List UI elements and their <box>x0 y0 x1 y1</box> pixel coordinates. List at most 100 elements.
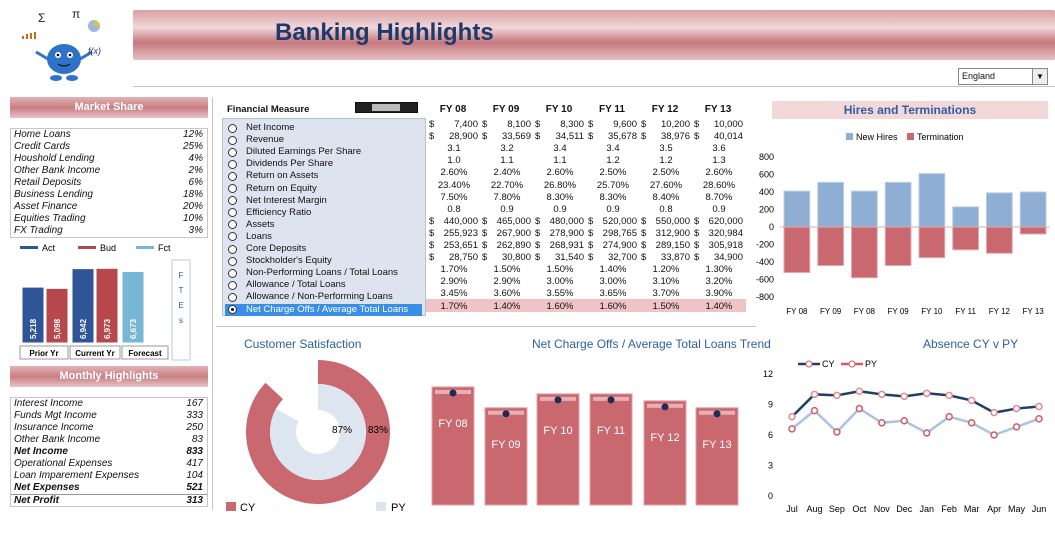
financial-value: 3.55% <box>546 288 574 300</box>
termination-bar <box>952 226 979 251</box>
radio-button[interactable] <box>228 159 237 169</box>
left-divider <box>212 97 213 510</box>
financial-value: 550,000 <box>655 215 690 227</box>
financial-measure-item[interactable]: Return on Equity <box>228 183 317 195</box>
financial-measure-item[interactable]: Core Deposits <box>228 243 306 255</box>
region-select-value: England <box>962 71 996 81</box>
radio-button[interactable] <box>228 208 237 218</box>
year-header: FY 09 <box>492 104 520 115</box>
financial-value: 28,900 <box>448 131 478 143</box>
radio-button[interactable] <box>228 280 237 290</box>
financial-measure-item[interactable]: Allowance / Non-Performing Loans <box>228 291 393 303</box>
market-share-value: 25% <box>182 141 203 152</box>
radio-button[interactable] <box>228 268 237 278</box>
budget-group-label: Forecast <box>128 349 162 358</box>
absence-legend-marker <box>848 360 856 368</box>
cy-legend-swatch <box>226 502 236 511</box>
nco-bar <box>695 407 739 506</box>
py-ring <box>270 384 366 480</box>
budget-bar <box>45 287 69 344</box>
radio-button[interactable] <box>228 123 237 133</box>
termination-bar <box>783 226 811 273</box>
radio-button[interactable] <box>228 305 237 314</box>
year-header: FY 11 <box>599 104 625 115</box>
chevron-down-icon[interactable]: ▼ <box>1032 69 1047 84</box>
scroll-thumb[interactable] <box>372 104 400 111</box>
market-share-label: Houshold Lending <box>14 153 95 164</box>
radio-button[interactable] <box>228 147 237 157</box>
financial-value: 1.40% <box>705 300 733 312</box>
financial-value: 3.45% <box>440 288 468 300</box>
monthly-highlight-value: 167 <box>186 398 203 409</box>
customer-satisfaction-chart: 87% 83% CY PY <box>226 360 406 514</box>
financial-measure-item[interactable]: Dividends Per Share <box>228 158 333 170</box>
financial-measure-item[interactable]: Net Charge Offs / Average Total Loans <box>225 303 422 316</box>
scroll-bar[interactable] <box>355 102 418 113</box>
market-share-value: 18% <box>182 189 203 200</box>
radio-button[interactable] <box>228 256 237 266</box>
financial-measure-item[interactable]: Return on Assets <box>228 170 318 182</box>
financial-value: 3.60% <box>493 288 521 300</box>
absence-point <box>1035 414 1043 423</box>
financial-value: 1.70% <box>440 300 468 312</box>
radio-button[interactable] <box>228 292 237 302</box>
financial-measure-label: Dividends Per Share <box>246 158 334 170</box>
financial-measure-item[interactable]: Allowance / Total Loans <box>228 279 346 291</box>
financial-measure-item[interactable]: Diluted Earnings Per Share <box>228 146 361 158</box>
nco-bar <box>643 400 687 506</box>
financial-measure-item[interactable]: Net Interest Margin <box>228 195 327 207</box>
radio-button[interactable] <box>228 184 237 193</box>
financial-measure-item[interactable]: Stockholder's Equity <box>228 255 332 267</box>
currency-symbol: $ <box>482 131 488 143</box>
market-share-value: 2% <box>188 165 203 176</box>
market-share-row: Retail Deposits 6% <box>11 177 207 189</box>
financial-measure-label: Diluted Earnings Per Share <box>246 146 362 158</box>
termination-bar <box>884 226 912 266</box>
customer-satisfaction-title: Customer Satisfaction <box>244 337 362 351</box>
budget-group-box <box>19 345 69 360</box>
absence-series-line <box>791 406 1040 437</box>
absence-x-tick: Sep <box>829 504 845 514</box>
budget-bar <box>21 286 45 344</box>
hires-y-tick: 800 <box>759 152 774 162</box>
financial-value: 3.00% <box>546 276 574 288</box>
financial-value: 268,931 <box>549 240 584 251</box>
absence-point <box>788 425 796 433</box>
financial-value: 1.50% <box>493 264 521 276</box>
financial-value: 320,984 <box>708 227 743 239</box>
hires-x-tick: FY 09 <box>820 307 842 316</box>
financial-measure-label: Return on Assets <box>246 170 319 182</box>
financial-value: 255,923 <box>443 227 478 239</box>
financial-measure-item[interactable]: Efficiency Ratio <box>228 207 311 219</box>
region-select[interactable]: England ▼ <box>958 68 1048 85</box>
nco-point <box>449 389 457 397</box>
absence-point <box>945 412 953 421</box>
financial-measure-label: Stockholder's Equity <box>246 255 332 267</box>
header-divider <box>133 86 1055 87</box>
absence-point <box>833 428 841 436</box>
financial-measure-item[interactable]: Net Income <box>228 122 295 134</box>
market-share-label: Retail Deposits <box>14 177 82 188</box>
market-share-label: Credit Cards <box>14 141 71 152</box>
financial-value: 274,900 <box>602 240 637 251</box>
financial-value: 3.1 <box>447 143 461 155</box>
financial-measure-item[interactable]: Loans <box>228 231 272 243</box>
financial-measure-item[interactable]: Non-Performing Loans / Total Loans <box>228 267 398 279</box>
py-legend-label: PY <box>391 502 406 514</box>
radio-button[interactable] <box>228 220 237 230</box>
financial-value: 1.2 <box>659 155 673 167</box>
absence-legend-label: PY <box>865 359 877 369</box>
hires-title-bar: Hires and Terminations <box>772 101 1048 119</box>
currency-symbol: $ <box>588 227 594 239</box>
financial-value: 3.70% <box>652 288 680 300</box>
radio-button[interactable] <box>228 244 237 254</box>
financial-measure-item[interactable]: Assets <box>228 219 275 231</box>
radio-button[interactable] <box>228 135 237 145</box>
radio-button[interactable] <box>228 196 237 206</box>
financial-measure-label: Net Interest Margin <box>246 194 327 206</box>
radio-button[interactable] <box>228 171 237 181</box>
financial-measure-item[interactable]: Revenue <box>228 134 284 146</box>
financial-value: 27.60% <box>649 179 683 191</box>
radio-button[interactable] <box>228 232 237 242</box>
hires-bar <box>817 181 844 228</box>
